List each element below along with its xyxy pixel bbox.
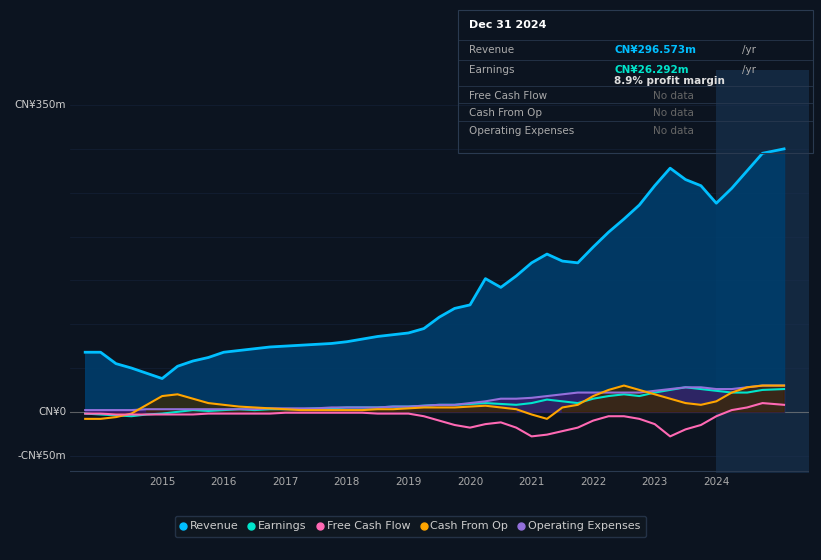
Text: -CN¥50m: -CN¥50m (17, 451, 66, 461)
Text: Operating Expenses: Operating Expenses (469, 125, 574, 136)
Text: No data: No data (654, 125, 694, 136)
Text: 2024: 2024 (703, 477, 730, 487)
Text: 2020: 2020 (457, 477, 483, 487)
Text: 8.9% profit margin: 8.9% profit margin (614, 76, 725, 86)
Text: 2018: 2018 (333, 477, 360, 487)
Text: 2017: 2017 (272, 477, 299, 487)
Text: 2019: 2019 (395, 477, 422, 487)
Text: 2021: 2021 (518, 477, 545, 487)
Text: CN¥296.573m: CN¥296.573m (614, 45, 696, 55)
Text: Free Cash Flow: Free Cash Flow (469, 91, 547, 101)
Text: 2015: 2015 (149, 477, 176, 487)
Text: Revenue: Revenue (469, 45, 514, 55)
Text: 2022: 2022 (580, 477, 607, 487)
Text: No data: No data (654, 91, 694, 101)
Text: 2023: 2023 (641, 477, 668, 487)
Text: CN¥0: CN¥0 (38, 407, 66, 417)
Text: /yr: /yr (742, 65, 756, 74)
Text: Cash From Op: Cash From Op (469, 108, 542, 118)
Text: Dec 31 2024: Dec 31 2024 (469, 20, 546, 30)
Text: CN¥26.292m: CN¥26.292m (614, 65, 689, 74)
Text: No data: No data (654, 108, 694, 118)
Text: /yr: /yr (742, 45, 756, 55)
Legend: Revenue, Earnings, Free Cash Flow, Cash From Op, Operating Expenses: Revenue, Earnings, Free Cash Flow, Cash … (175, 516, 646, 537)
Text: 2016: 2016 (210, 477, 237, 487)
Text: Earnings: Earnings (469, 65, 514, 74)
Bar (716, 70, 809, 473)
Text: CN¥350m: CN¥350m (15, 100, 66, 110)
